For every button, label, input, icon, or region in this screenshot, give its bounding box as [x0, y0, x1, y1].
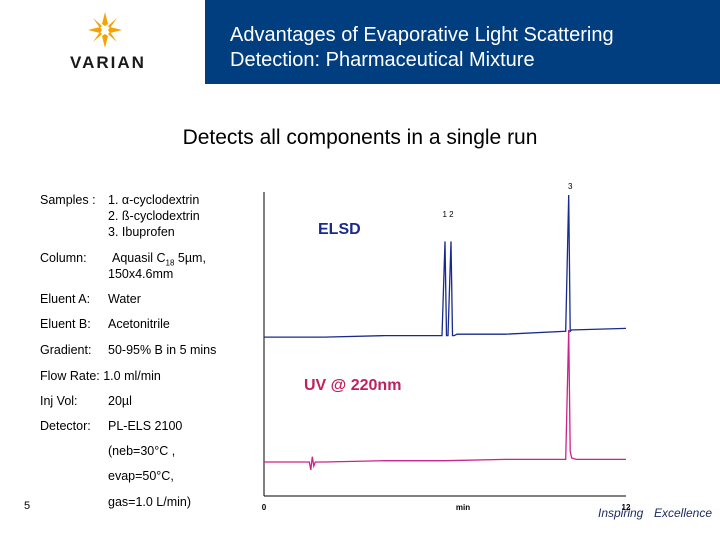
detector-value: PL-ELS 2100	[108, 419, 183, 433]
inj-vol-label: Inj Vol:	[40, 394, 78, 408]
detector-detail: gas=1.0 L/min)	[108, 495, 192, 509]
eluent-a-value: Water	[108, 292, 141, 306]
flow-rate: Flow Rate: 1.0 ml/min	[40, 369, 161, 383]
title-bar	[205, 0, 720, 84]
slide-title-line2: Detection: Pharmaceutical Mixture	[230, 49, 535, 71]
chart-labels: 0 12 min 1 2 3	[262, 182, 631, 512]
chart-traces	[264, 194, 627, 471]
peak-label: 3	[568, 182, 573, 191]
column-value-text: 5µm,	[174, 251, 206, 265]
sample-item: 3. Ibuprofen	[108, 225, 175, 239]
column-value: Aquasil C18 5µm,	[112, 251, 206, 268]
samples-label: Samples :	[40, 193, 96, 207]
series-label-elsd: ELSD	[318, 221, 361, 238]
detector-detail: evap=50°C,	[108, 469, 174, 483]
sample-item: 2. ß-cyclodextrin	[108, 209, 200, 223]
slide-subtitle: Detects all components in a single run	[182, 126, 538, 149]
detector-detail: (neb=30°C ,	[108, 444, 176, 458]
varian-logo-icon	[88, 12, 122, 48]
varian-logo-text: VARIAN	[70, 53, 146, 72]
gradient-value: 50-95% B in 5 mins	[108, 343, 217, 357]
slide-title-line1: Advantages of Evaporative Light Scatteri…	[230, 24, 614, 46]
column-subscript: 18	[165, 258, 175, 268]
inj-vol-value: 20µl	[108, 394, 132, 408]
peak-label: 1 2	[442, 210, 454, 219]
series-label-uv: UV @ 220nm	[304, 377, 402, 394]
slide-header: VARIAN Advantages of Evaporative Light S…	[0, 0, 720, 84]
eluent-b-label: Eluent B:	[40, 317, 91, 331]
sample-item: 1. α-cyclodextrin	[108, 193, 200, 207]
column-value-text: Aquasil C	[112, 251, 166, 265]
series-line-uv	[264, 329, 626, 471]
x-axis-label: min	[456, 503, 470, 512]
chart-axes	[263, 192, 626, 497]
column-label: Column:	[40, 251, 87, 265]
gradient-label: Gradient:	[40, 343, 92, 357]
slide-number: 5	[24, 500, 31, 512]
x-tick-label: 0	[262, 503, 267, 512]
detector-label: Detector:	[40, 419, 91, 433]
eluent-b-value: Acetonitrile	[108, 317, 170, 331]
footer-brand-excellence: Excellence	[654, 506, 713, 520]
eluent-a-label: Eluent A:	[40, 292, 91, 306]
footer-brand-inspiring: Inspiring	[598, 506, 644, 520]
column-dimensions: 150x4.6mm	[108, 267, 174, 281]
x-tick-label: 12	[622, 503, 631, 512]
series-line-elsd	[264, 194, 627, 338]
